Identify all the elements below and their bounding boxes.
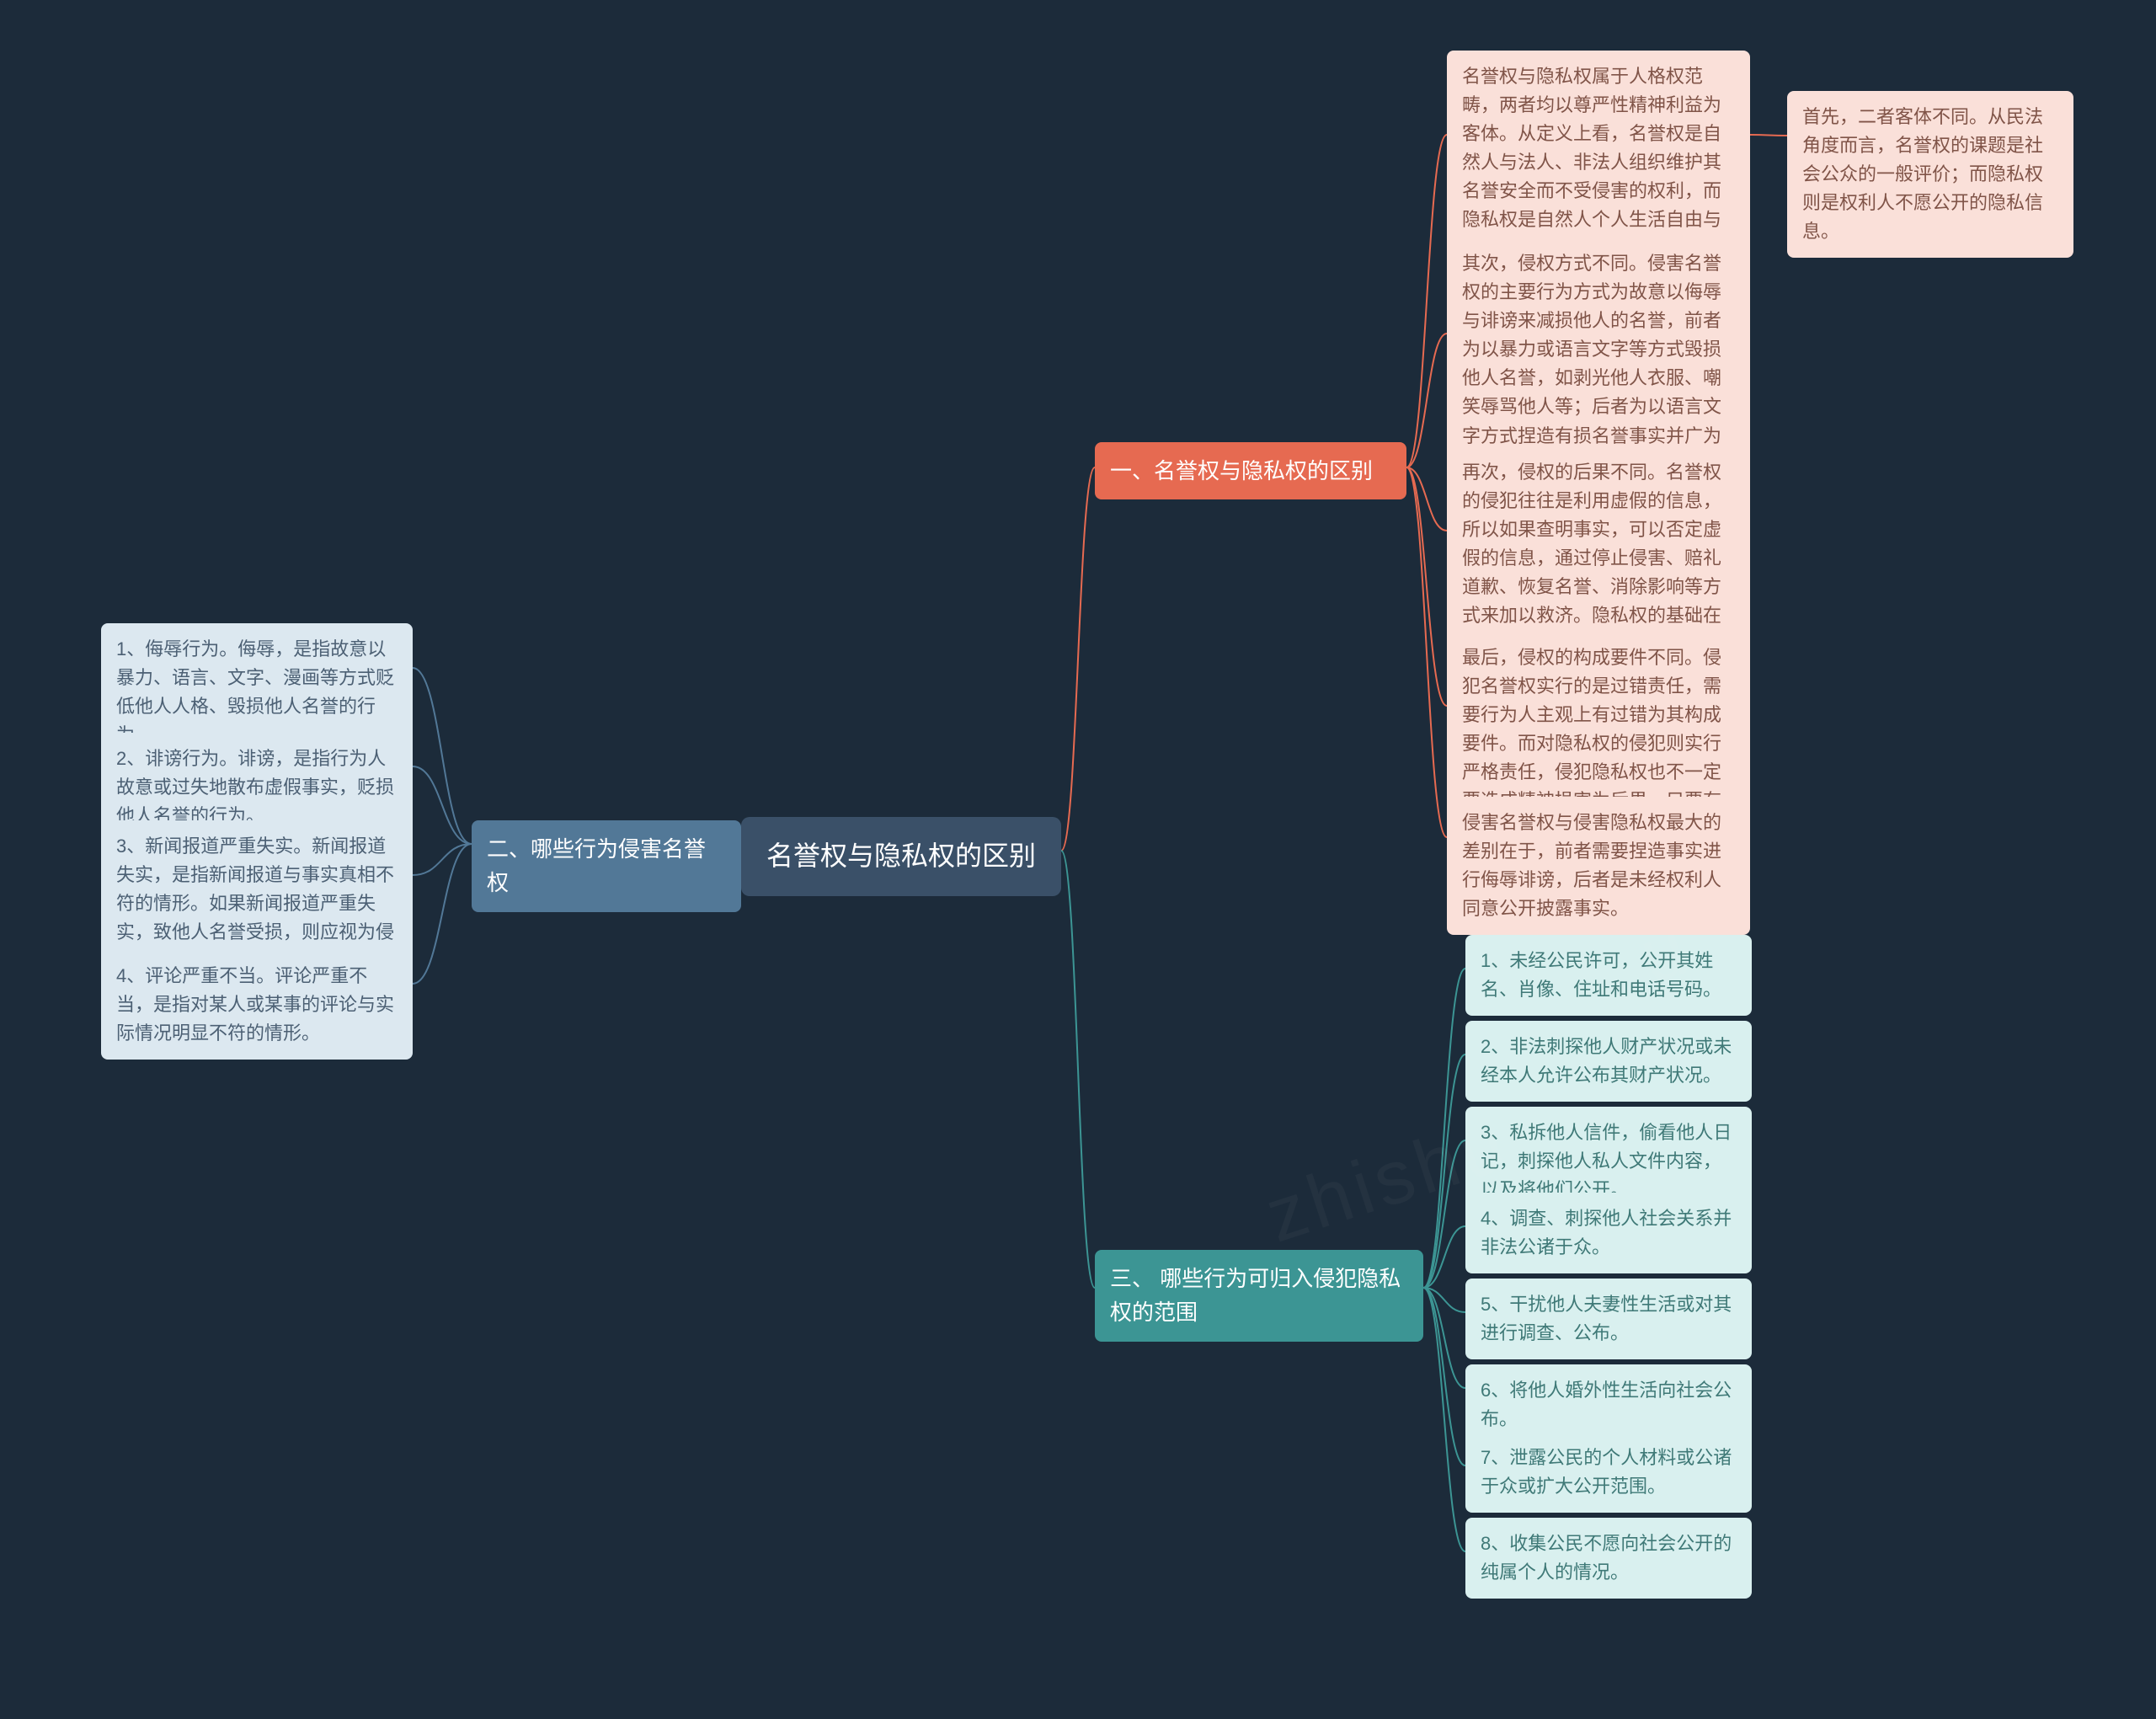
branch-1-item-5: 侵害名誉权与侵害隐私权最大的差别在于，前者需要捏造事实进行侮辱诽谤，后者是未经权… (1447, 797, 1750, 935)
branch-3-item-5: 5、干扰他人夫妻性生活或对其进行调查、公布。 (1465, 1279, 1752, 1359)
branch-3-item-1: 1、未经公民许可，公开其姓名、肖像、住址和电话号码。 (1465, 935, 1752, 1016)
root-node: 名誉权与隐私权的区别 (741, 817, 1061, 896)
branch-2: 二、哪些行为侵害名誉权 (472, 820, 741, 912)
branch-3-item-4: 4、调查、刺探他人社会关系并非法公诸于众。 (1465, 1193, 1752, 1273)
branch-1-sub: 首先，二者客体不同。从民法角度而言，名誉权的课题是社会公众的一般评价；而隐私权则… (1787, 91, 2073, 258)
branch-1: 一、名誉权与隐私权的区别 (1095, 442, 1406, 499)
branch-3-item-8: 8、收集公民不愿向社会公开的纯属个人的情况。 (1465, 1518, 1752, 1599)
branch-2-item-4: 4、评论严重不当。评论严重不当，是指对某人或某事的评论与实际情况明显不符的情形。 (101, 950, 413, 1060)
branch-3: 三、 哪些行为可归入侵犯隐私权的范围 (1095, 1250, 1423, 1342)
branch-3-item-7: 7、泄露公民的个人材料或公诸于众或扩大公开范围。 (1465, 1432, 1752, 1513)
branch-3-item-2: 2、非法刺探他人财产状况或未经本人允许公布其财产状况。 (1465, 1021, 1752, 1102)
